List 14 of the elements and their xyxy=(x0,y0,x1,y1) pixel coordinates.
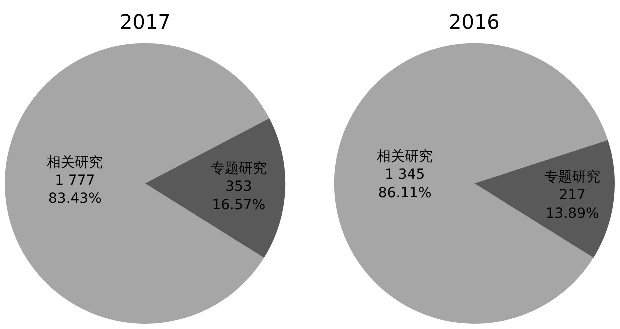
data-label: 1 345 86.11% xyxy=(378,167,432,202)
pie-slice xyxy=(145,118,286,258)
data-label: 217 13.89% xyxy=(546,188,600,222)
slice-label: 专题研究 xyxy=(544,169,601,186)
data-label: 353 16.57% xyxy=(212,179,266,214)
slice-label: 专题研究 xyxy=(210,160,267,177)
slice-label: 相关研究 xyxy=(377,148,434,165)
chart-title: 2016 xyxy=(449,10,500,34)
slice-label: 相关研究 xyxy=(47,154,104,171)
pie-slice xyxy=(334,43,608,324)
chart-title: 2017 xyxy=(120,10,171,34)
data-label: 1 777 83.43% xyxy=(48,172,102,208)
pie-slice xyxy=(5,44,270,324)
pie-slice xyxy=(474,140,615,258)
